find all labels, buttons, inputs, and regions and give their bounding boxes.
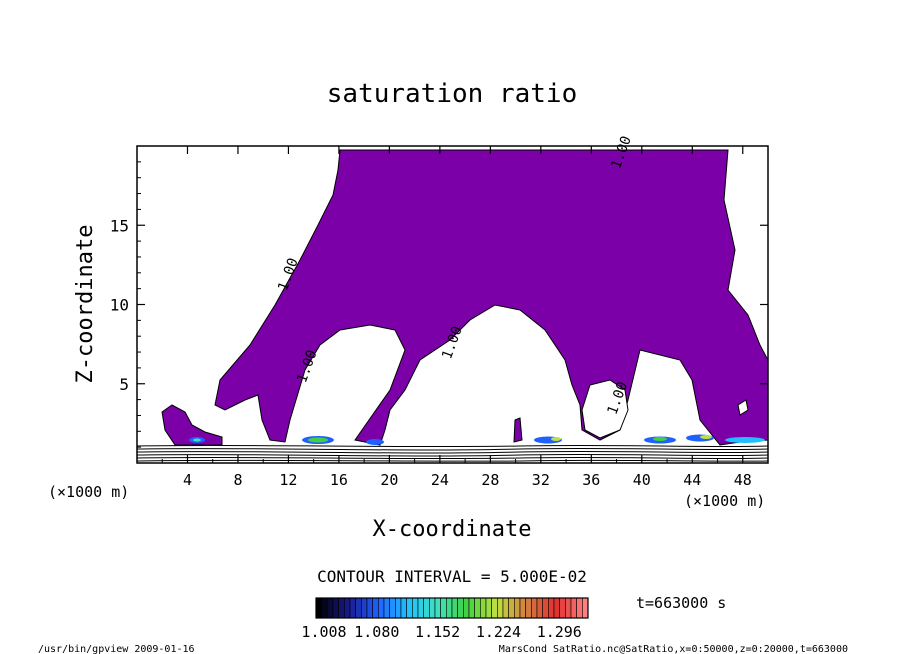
colorbar-cell: [468, 597, 475, 619]
colorbar-cell: [553, 597, 560, 619]
colorbar-tick-label: 1.152: [415, 623, 460, 641]
x-tick-label: 28: [481, 471, 499, 489]
colorbar-frame: [315, 597, 589, 619]
y-tick-label: 5: [119, 375, 129, 394]
colorbar-cell: [321, 597, 328, 619]
colorbar-tick-label: 1.224: [476, 623, 521, 641]
colorbar-cell: [542, 597, 549, 619]
colorbar-cell: [389, 597, 396, 619]
y-axis-label: Z-coordinate: [73, 225, 98, 384]
colorbar-cell: [463, 597, 470, 619]
colorbar-cell: [315, 597, 322, 619]
x-tick-label: 48: [734, 471, 752, 489]
footer-right: MarsCond_SatRatio.nc@SatRatio,x=0:50000,…: [499, 644, 848, 654]
colorbar-cell: [480, 597, 487, 619]
supersaturated-region: [513, 417, 523, 443]
colorbar-cell: [429, 597, 436, 619]
colorbar-cell: [451, 597, 458, 619]
footer-left: /usr/bin/gpview 2009-01-16: [38, 644, 195, 654]
time-label: t=663000 s: [636, 594, 726, 612]
x-axis-label: X-coordinate: [373, 517, 532, 542]
colorbar-cell: [400, 597, 407, 619]
x-axis-unit-left: (×1000 m): [48, 483, 129, 501]
x-tick-label: 12: [279, 471, 297, 489]
colorbar-cell: [361, 597, 368, 619]
colorbar-cell: [378, 597, 385, 619]
colorbar-cell: [344, 597, 351, 619]
contour-interval: CONTOUR INTERVAL = 5.000E-02: [317, 567, 587, 586]
colorbar-cell: [355, 597, 362, 619]
surface-contour-lines: [137, 444, 768, 462]
colorbar-cell: [332, 597, 339, 619]
colorbar: [315, 597, 589, 619]
supersaturated-region: [214, 149, 768, 446]
colorbar-cell: [338, 597, 345, 619]
colorbar-cell: [565, 597, 572, 619]
colorbar-cell: [531, 597, 538, 619]
y-axis: 5 10 15: [110, 161, 768, 448]
colorbar-cell: [485, 597, 492, 619]
colorbar-cell: [497, 597, 504, 619]
colorbar-cell: [502, 597, 509, 619]
colorbar-cell: [457, 597, 464, 619]
high-saturation-spots: [189, 434, 765, 445]
chart-title: saturation ratio: [327, 79, 577, 109]
x-tick-label: 8: [233, 471, 242, 489]
colorbar-cell: [412, 597, 419, 619]
colorbar-cell: [327, 597, 334, 619]
colorbar-cell: [406, 597, 413, 619]
x-axis-unit-right: (×1000 m): [684, 492, 765, 510]
x-tick-label: 32: [532, 471, 550, 489]
colorbar-tick-label: 1.008: [301, 623, 346, 641]
colorbar-tick-label: 1.080: [354, 623, 399, 641]
colorbar-tick-label: 1.296: [537, 623, 582, 641]
colorbar-cell: [570, 597, 577, 619]
colorbar-cell: [372, 597, 379, 619]
colorbar-cell: [514, 597, 521, 619]
colorbar-cell: [548, 597, 555, 619]
colorbar-cell: [508, 597, 515, 619]
colorbar-cell: [434, 597, 441, 619]
plot-region: [137, 149, 768, 462]
x-tick-label: 40: [633, 471, 651, 489]
x-tick-label: 16: [330, 471, 348, 489]
x-axis: 4 8 12 16 20 24 28 32 36 40 44 48: [161, 146, 752, 489]
colorbar-labels: 1.008 1.080 1.152 1.224 1.296: [301, 623, 581, 641]
x-tick-label: 24: [431, 471, 449, 489]
y-tick-label: 15: [110, 216, 129, 235]
subsaturated-blob: [581, 379, 629, 439]
colorbar-cell: [446, 597, 453, 619]
y-tick-label: 10: [110, 296, 129, 315]
colorbar-cell: [395, 597, 402, 619]
colorbar-cell: [576, 597, 583, 619]
colorbar-cell: [474, 597, 481, 619]
supersaturated-region: [161, 404, 223, 446]
colorbar-cell: [349, 597, 356, 619]
colorbar-cell: [536, 597, 543, 619]
colorbar-cell: [383, 597, 390, 619]
x-tick-label: 36: [582, 471, 600, 489]
colorbar-cell: [525, 597, 532, 619]
colorbar-cell: [423, 597, 430, 619]
subsaturated-blob: [737, 399, 749, 416]
x-tick-label: 20: [380, 471, 398, 489]
x-tick-label: 4: [183, 471, 192, 489]
colorbar-cell: [582, 597, 589, 619]
colorbar-cell: [491, 597, 498, 619]
colorbar-cell: [559, 597, 566, 619]
colorbar-cell: [440, 597, 447, 619]
x-tick-label: 44: [683, 471, 701, 489]
colorbar-cell: [366, 597, 373, 619]
colorbar-cell: [417, 597, 424, 619]
colorbar-cell: [519, 597, 526, 619]
